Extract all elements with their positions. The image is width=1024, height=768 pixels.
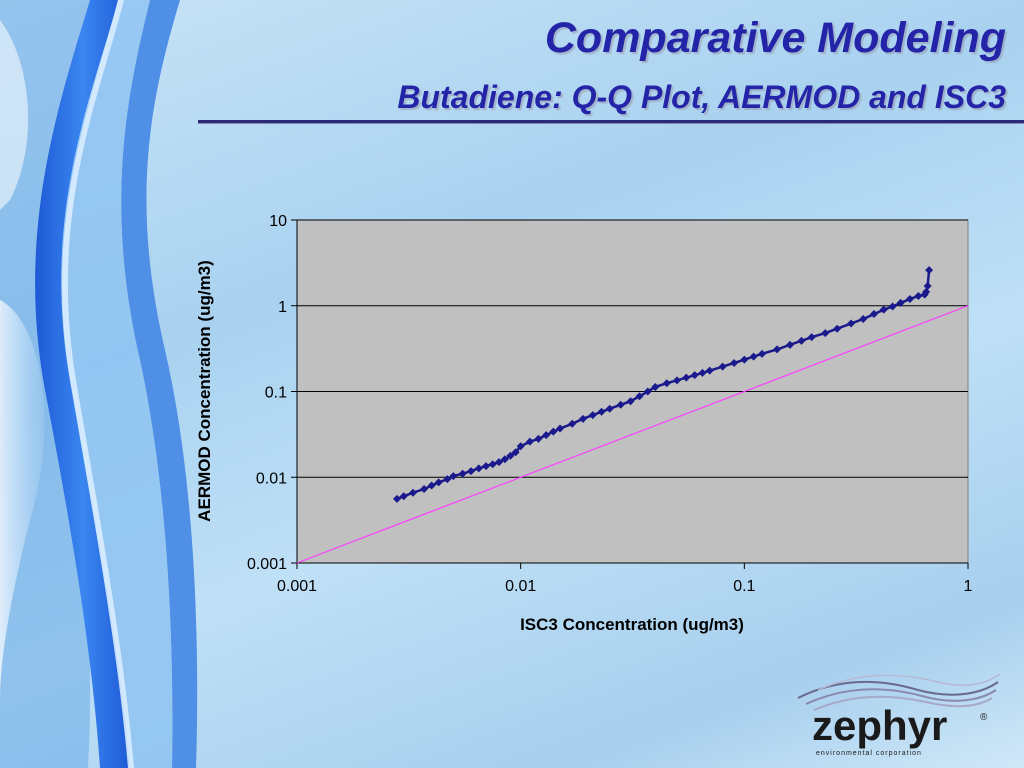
data-point	[458, 469, 467, 478]
data-point	[449, 472, 458, 481]
data-point	[773, 345, 782, 354]
data-point	[626, 397, 635, 406]
data-point	[474, 464, 483, 473]
data-point	[821, 329, 830, 338]
title-divider	[198, 120, 1024, 124]
data-point	[833, 324, 842, 333]
data-point	[923, 281, 932, 290]
data-point	[896, 298, 905, 307]
x-tick-label: 0.01	[505, 578, 536, 595]
y-axis-label: AERMOD Concentration (ug/m3)	[195, 260, 214, 522]
data-point	[870, 310, 879, 319]
data-point	[506, 451, 515, 460]
data-point	[588, 411, 597, 420]
data-point	[643, 387, 652, 396]
data-point	[511, 448, 520, 457]
x-axis-label: ISC3 Concentration (ug/m3)	[520, 615, 744, 634]
data-point	[758, 349, 767, 358]
data-point	[922, 287, 931, 296]
data-point	[749, 352, 758, 361]
data-points	[393, 266, 934, 503]
page-subtitle: Butadiene: Q-Q Plot, AERMOD and ISC3	[397, 79, 1006, 115]
data-point	[556, 424, 565, 433]
data-point	[420, 484, 429, 493]
y-tick-label: 0.01	[256, 470, 287, 487]
data-point	[500, 455, 509, 464]
registered-mark: ®	[980, 712, 988, 723]
data-point	[705, 366, 714, 375]
data-point	[434, 478, 443, 487]
y-tick-label: 10	[269, 213, 287, 230]
data-point	[807, 333, 816, 342]
data-point	[605, 404, 614, 413]
tick-labels: 0.001 0.01 0.1 1 10 0.001 0.01 0.1 1	[247, 213, 973, 595]
data-point	[399, 492, 408, 501]
data-point	[467, 467, 476, 476]
data-point	[690, 371, 699, 380]
axes	[291, 219, 969, 569]
data-point	[847, 319, 856, 328]
data-point	[879, 305, 888, 314]
data-point	[859, 315, 868, 324]
data-point	[482, 462, 491, 471]
data-point	[549, 427, 558, 436]
data-point	[616, 400, 625, 409]
data-point	[427, 481, 436, 490]
data-point	[682, 373, 691, 382]
logo-tagline: environmental corporation	[816, 750, 922, 757]
x-tick-label: 0.1	[733, 578, 755, 595]
logo-wordmark: zephyr	[812, 702, 948, 749]
zephyr-logo: zephyr ® environmental corporation	[788, 668, 1002, 760]
data-point	[542, 431, 551, 440]
data-point	[673, 376, 682, 385]
data-point	[718, 362, 727, 371]
data-point	[597, 407, 606, 416]
gridlines	[297, 219, 968, 478]
page-title: Comparative Modeling	[544, 14, 1006, 62]
data-point	[888, 302, 897, 311]
data-point	[443, 475, 452, 484]
data-point	[730, 358, 739, 367]
x-tick-label: 1	[964, 578, 973, 595]
data-point	[662, 379, 671, 388]
reference-line-group	[296, 305, 969, 564]
data-point	[393, 494, 402, 503]
one-to-one-reference-line	[296, 305, 969, 564]
wave-icon	[797, 673, 1001, 711]
data-point	[408, 488, 417, 497]
data-point	[785, 340, 794, 349]
data-point	[534, 434, 543, 443]
data-point	[797, 336, 806, 345]
y-tick-label: 0.1	[265, 385, 287, 402]
data-point	[516, 442, 525, 451]
data-point	[740, 355, 749, 364]
y-tick-label: 0.001	[247, 556, 287, 573]
data-point	[635, 392, 644, 401]
x-tick-label: 0.001	[277, 578, 317, 595]
data-point	[488, 460, 497, 469]
data-point	[579, 414, 588, 423]
data-point	[914, 291, 923, 300]
data-point	[925, 266, 934, 275]
data-point	[568, 419, 577, 428]
y-tick-label: 1	[278, 299, 287, 316]
data-point	[905, 294, 914, 303]
data-point	[525, 437, 534, 446]
data-point	[698, 368, 707, 377]
data-point	[494, 458, 503, 467]
data-point	[651, 382, 660, 391]
